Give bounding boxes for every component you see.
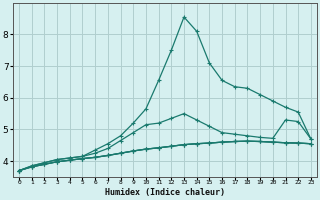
X-axis label: Humidex (Indice chaleur): Humidex (Indice chaleur)	[105, 188, 225, 197]
